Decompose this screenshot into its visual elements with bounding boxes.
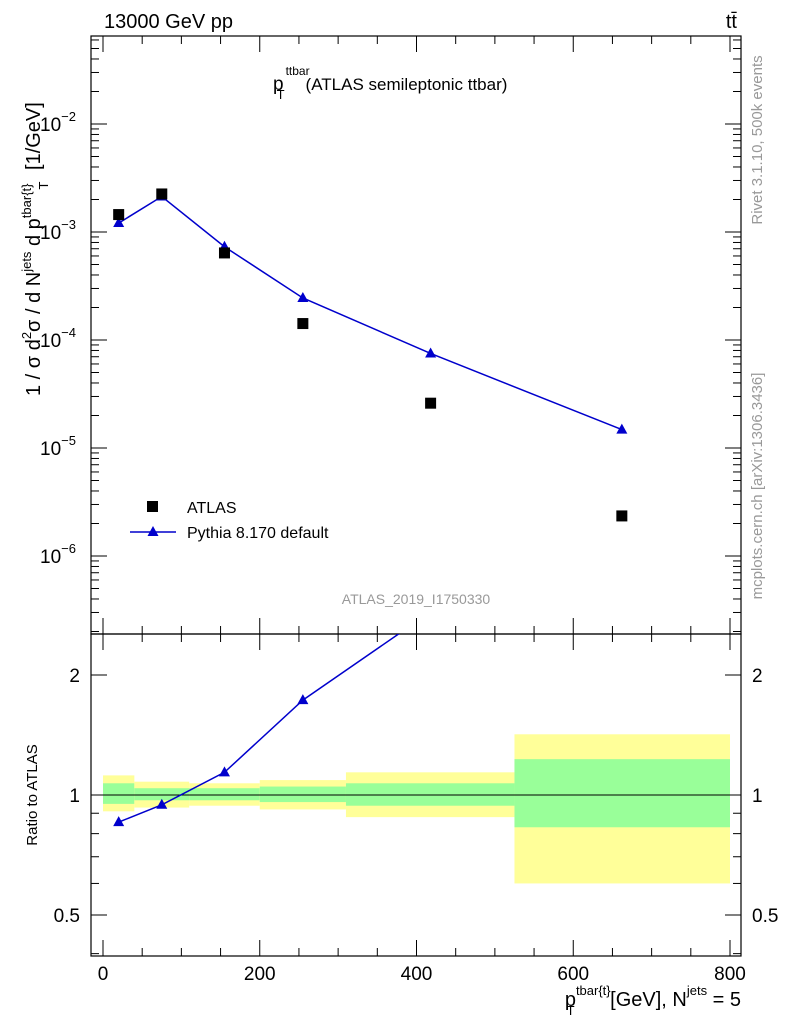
ratio-band-green [259, 786, 346, 803]
x-tick-label: 800 [714, 964, 746, 985]
rivet-label: Rivet 3.1.10, 500k events [749, 55, 766, 224]
ratio-y-tick-label-right: 2 [752, 666, 763, 687]
pythia-point [297, 291, 309, 302]
ratio-y-tick-label: 0.5 [54, 906, 80, 927]
legend-label-pythia: Pythia 8.170 default [187, 525, 329, 542]
atlas-point [425, 397, 437, 409]
x-tick-label: 400 [401, 964, 433, 985]
x-tick-label: 600 [557, 964, 589, 985]
x-axis-label: ptbar{t} T [GeV], Njets = 5 [565, 983, 741, 1018]
ratio-pythia-point [113, 816, 125, 827]
ratio-y-tick-label: 1 [69, 786, 80, 807]
main-y-tick-label: 10−5 [40, 433, 76, 460]
ratio-uncertainty-bands [103, 734, 730, 884]
mcplots-label: mcplots.cern.ch [arXiv:1306.3436] [749, 373, 766, 600]
legend-marker-pythia [147, 526, 159, 536]
ratio-band-green [189, 788, 260, 801]
pythia-series-line [118, 195, 623, 431]
atlas-point [113, 209, 125, 221]
ratio-band-green [345, 783, 515, 806]
main-y-tick-label: 10−6 [40, 541, 76, 568]
main-axis-ticks: 10−2 10−3 10−4 10−5 10−6 [40, 36, 741, 634]
ratio-axis-ticks: 0.5 0.5 1 1 2 2 0 200 400 600 800 [54, 634, 778, 985]
pythia-point [425, 347, 437, 358]
main-y-axis-label: 1 / σ d2σ / d Njets d ptbar{t} T [1/GeV] [19, 102, 51, 396]
pythia-point [616, 423, 628, 434]
ratio-pythia-point [297, 694, 309, 705]
main-panel-frame [90, 35, 742, 635]
main-y-tick-label: 10−4 [40, 325, 76, 352]
ratio-y-tick-label-right: 1 [752, 786, 763, 807]
energy-label: 13000 GeV pp [104, 11, 233, 33]
ratio-pythia-point [616, 470, 627, 480]
ratio-band-green [103, 783, 135, 804]
legend: ATLAS Pythia 8.170 default [130, 500, 329, 542]
x-tick-label: 0 [98, 964, 109, 985]
legend-label-atlas: ATLAS [187, 500, 237, 517]
ratio-y-tick-label: 2 [69, 666, 80, 687]
ratio-band-green [514, 759, 730, 828]
title-rest: (ATLAS semileptonic ttbar) [306, 75, 508, 94]
atlas-point [616, 510, 628, 522]
ratio-pythia-point [156, 798, 168, 809]
process-label: tt̄ [726, 11, 738, 33]
analysis-watermark: ATLAS_2019_I1750330 [342, 591, 491, 607]
ratio-y-axis-label: Ratio to ATLAS [24, 744, 41, 845]
plot-title: pttbar T (ATLAS semileptonic ttbar) [273, 64, 507, 102]
ratio-pythia-line [118, 634, 400, 823]
title-sup: ttbar [286, 64, 310, 78]
main-y-tick-label: 10−3 [40, 217, 76, 244]
title-sub: T [277, 87, 285, 102]
atlas-point [218, 247, 230, 259]
atlas-point [297, 318, 309, 330]
legend-marker-atlas [147, 501, 158, 512]
ratio-pythia-point [425, 606, 436, 616]
x-tick-label: 200 [244, 964, 276, 985]
main-data-layer [113, 188, 628, 522]
ratio-y-tick-label-right: 0.5 [752, 906, 778, 927]
title-main: p [273, 74, 284, 95]
ratio-pythia-point [218, 766, 230, 777]
ratio-data-layer [113, 470, 627, 827]
main-y-tick-label: 10−2 [40, 109, 76, 136]
atlas-point [156, 188, 168, 200]
pythia-point [113, 217, 125, 228]
